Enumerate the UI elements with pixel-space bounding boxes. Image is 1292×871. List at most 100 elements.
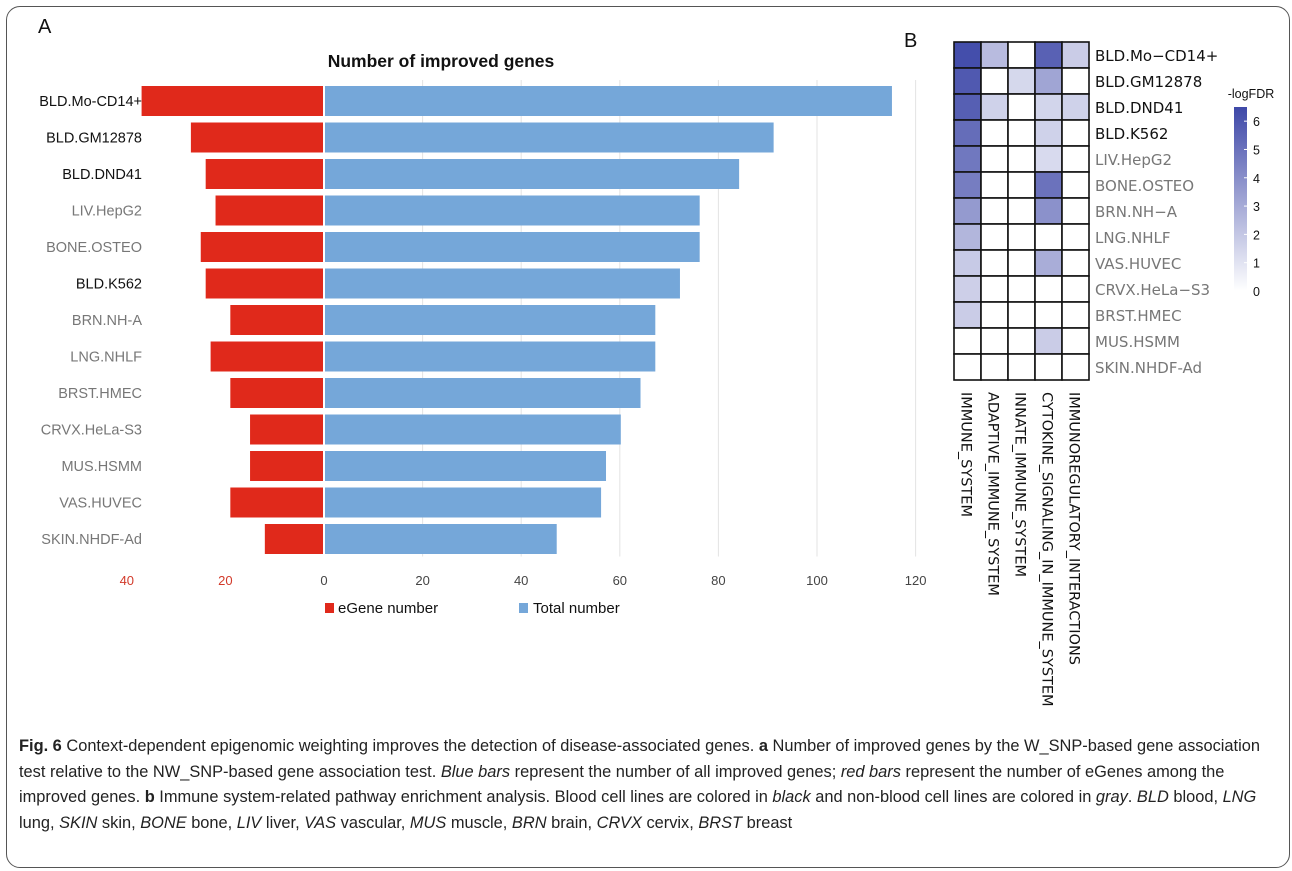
heatmap-cell [980,93,1009,121]
category-label: BLD.GM12878 [46,131,142,147]
colorbar-tick-label: 6 [1253,115,1260,129]
heatmap-cell [1034,41,1063,69]
colorbar-tick-label: 3 [1253,200,1260,214]
heatmap-column-label: ADAPTIVE_IMMUNE_SYSTEM [985,392,1001,596]
heatmap-cell [1034,93,1063,121]
x-tick-label: 80 [711,573,725,588]
heatmap-cell [953,41,982,69]
caption-text: liver, [261,813,305,832]
x-tick-label: 20 [415,573,429,588]
heatmap-cell [953,275,982,303]
colorbar [1234,107,1247,291]
caption-term: red bars [840,762,901,781]
caption-text: lung, [19,813,60,832]
legend-swatch-total [519,603,528,613]
heatmap-row-label: BONE.OSTEO [1095,177,1194,195]
caption-panel-a: a [758,737,768,755]
heatmap-cell [1007,197,1036,225]
heatmap-cell [1034,67,1063,95]
caption-text: Number of improved genes by the W_SNP-ba… [19,737,1260,781]
colorbar-tick-label: 1 [1253,257,1260,271]
chart-title: Number of improved genes [328,51,555,71]
heatmap-cell [1061,249,1090,277]
heatmap-column-label: INNATE_IMMUNE_SYSTEM [1012,392,1028,577]
heatmap-cell [953,223,982,251]
heatmap-cell [1061,197,1090,225]
heatmap-cell [1007,119,1036,147]
heatmap-cell [1007,301,1036,329]
bar-egene [215,195,324,226]
heatmap-cell [1061,41,1090,69]
caption-panel-b: b [144,788,155,806]
category-label: SKIN.NHDF-Ad [41,532,142,548]
heatmap-column-label: CYTOKINE_SIGNALING_IN_IMMUNE_SYSTEM [1039,392,1055,707]
legend-swatch-egene [325,603,334,613]
heatmap-row-label: SKIN.NHDF-Ad [1095,359,1202,377]
bar-egene [190,122,324,153]
heatmap-cell [1007,41,1036,69]
heatmap-cell [980,67,1009,95]
heatmap-cell [1061,67,1090,95]
colorbar-tick-label: 2 [1253,228,1260,242]
heatmap-cell [1034,145,1063,173]
heatmap-cell [980,223,1009,251]
heatmap-row-label: CRVX.HeLa−S3 [1095,281,1210,299]
caption-abbr: MUS [409,813,447,832]
heatmap-cell [1034,223,1063,251]
panel-a-letter: A [38,16,52,38]
bar-total [325,378,641,408]
heatmap-cell [1034,301,1063,329]
caption-abbr: VAS [304,813,337,832]
caption-abbr: LIV [236,813,262,832]
heatmap-cell [953,197,982,225]
heatmap-cell [1007,171,1036,199]
heatmap-row-label: MUS.HSMM [1095,333,1180,351]
heatmap-row-label: BLD.DND41 [1095,99,1183,117]
caption-abbr: SKIN [59,813,98,832]
heatmap-cell [1061,93,1090,121]
bar-egene [230,487,324,518]
heatmap-cell [1061,223,1090,251]
caption-abbr: BLD [1136,788,1169,806]
heatmap-row-label: LNG.NHLF [1095,229,1170,247]
category-label: CRVX.HeLa-S3 [41,423,142,439]
caption-text: skin, [97,813,141,832]
category-label: BLD.DND41 [62,167,142,183]
bar-total [325,159,740,189]
heatmap-cell [953,145,982,173]
caption-abbr: LNG [1222,788,1257,806]
heatmap-cell [1007,327,1036,355]
bar-egene [200,232,324,262]
caption-text: breast [742,813,793,832]
x-tick-label: 120 [905,573,927,588]
heatmap-column-label: IMMUNOREGULATORY_INTERACTIONS [1066,392,1082,665]
heatmap-row-label: BRST.HMEC [1095,307,1182,325]
caption-abbr: CRVX [596,813,642,832]
x-tick-label: 40 [514,573,528,588]
heatmap-cell [1061,327,1090,355]
category-label: LNG.NHLF [70,350,142,366]
heatmap-cell [1061,119,1090,147]
caption-abbr: BRN [511,813,547,832]
caption-text: cervix, [641,813,699,832]
heatmap-cell [953,353,982,381]
heatmap-cell [980,171,1009,199]
colorbar-tick-label: 5 [1253,143,1260,157]
category-label: VAS.HUVEC [59,496,142,512]
heatmap-cell [1034,249,1063,277]
caption-text: blood, [1168,788,1223,806]
bar-egene [230,378,324,408]
bar-total [325,524,557,554]
heatmap-cell [1061,171,1090,199]
caption-term: black [772,788,811,806]
caption-text: muscle, [446,813,512,832]
bar-egene [250,451,324,481]
heatmap-cell [953,171,982,199]
heatmap-cell [980,41,1009,69]
caption-term: gray [1095,788,1128,806]
caption-text: vascular, [336,813,410,832]
legend-label-total: Total number [533,600,620,617]
heatmap-cell [980,275,1009,303]
heatmap-cell [1061,145,1090,173]
